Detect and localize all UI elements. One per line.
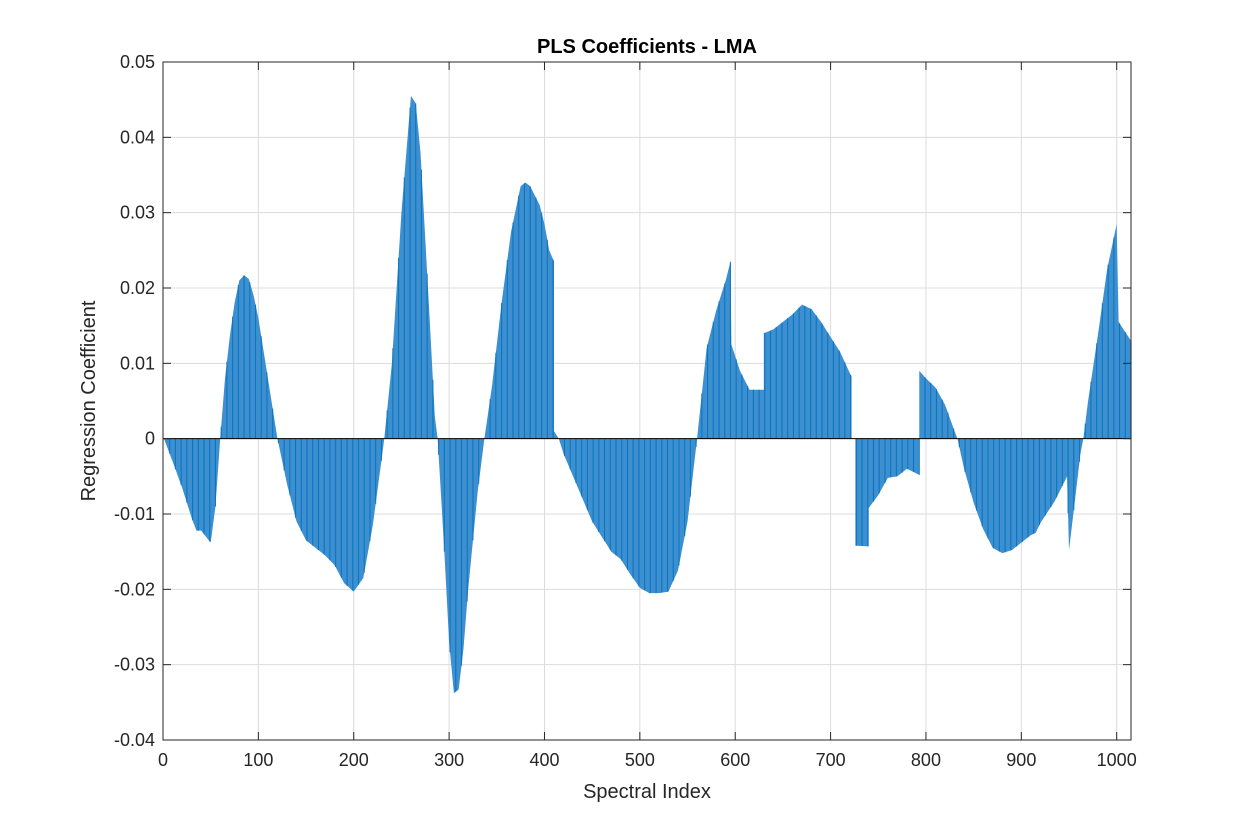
x-tick-label: 100 [243,750,273,770]
y-tick-label: -0.01 [114,504,155,524]
y-tick-label: -0.03 [114,655,155,675]
x-tick-label: 800 [911,750,941,770]
x-axis-label: Spectral Index [583,781,711,803]
x-tick-label: 900 [1006,750,1036,770]
x-axis-ticks: 0 100 200 300 400 500 600 700 800 900 1000 [158,62,1137,770]
bar-fill-area [163,95,1131,694]
x-tick-label: 300 [434,750,464,770]
y-axis-ticks: -0.04 -0.03 -0.02 -0.01 0 0.01 0.02 0.03 0.04 0.0… [114,52,1131,750]
y-tick-label: 0.01 [120,353,155,373]
x-tick-label: 600 [720,750,750,770]
chart-title: PLS Coefficients - LMA [537,36,757,58]
y-tick-label: -0.04 [114,730,155,750]
bars [169,103,1132,692]
x-tick-label: 0 [158,750,168,770]
x-tick-label: 500 [625,750,655,770]
plot-area-background [163,62,1131,740]
y-axis-label: Regression Coefficient [78,300,100,501]
y-tick-label: 0 [145,429,155,449]
y-tick-label: 0.02 [120,278,155,298]
y-tick-label: 0.04 [120,127,155,147]
x-tick-label: 700 [816,750,846,770]
x-tick-label: 1000 [1097,750,1137,770]
coefficient-series [163,95,1132,694]
x-tick-label: 400 [529,750,559,770]
y-tick-label: -0.02 [114,579,155,599]
y-tick-label: 0.05 [120,52,155,72]
y-tick-label: 0.03 [120,203,155,223]
plot-area-border [162,61,1132,741]
x-tick-label: 200 [339,750,369,770]
